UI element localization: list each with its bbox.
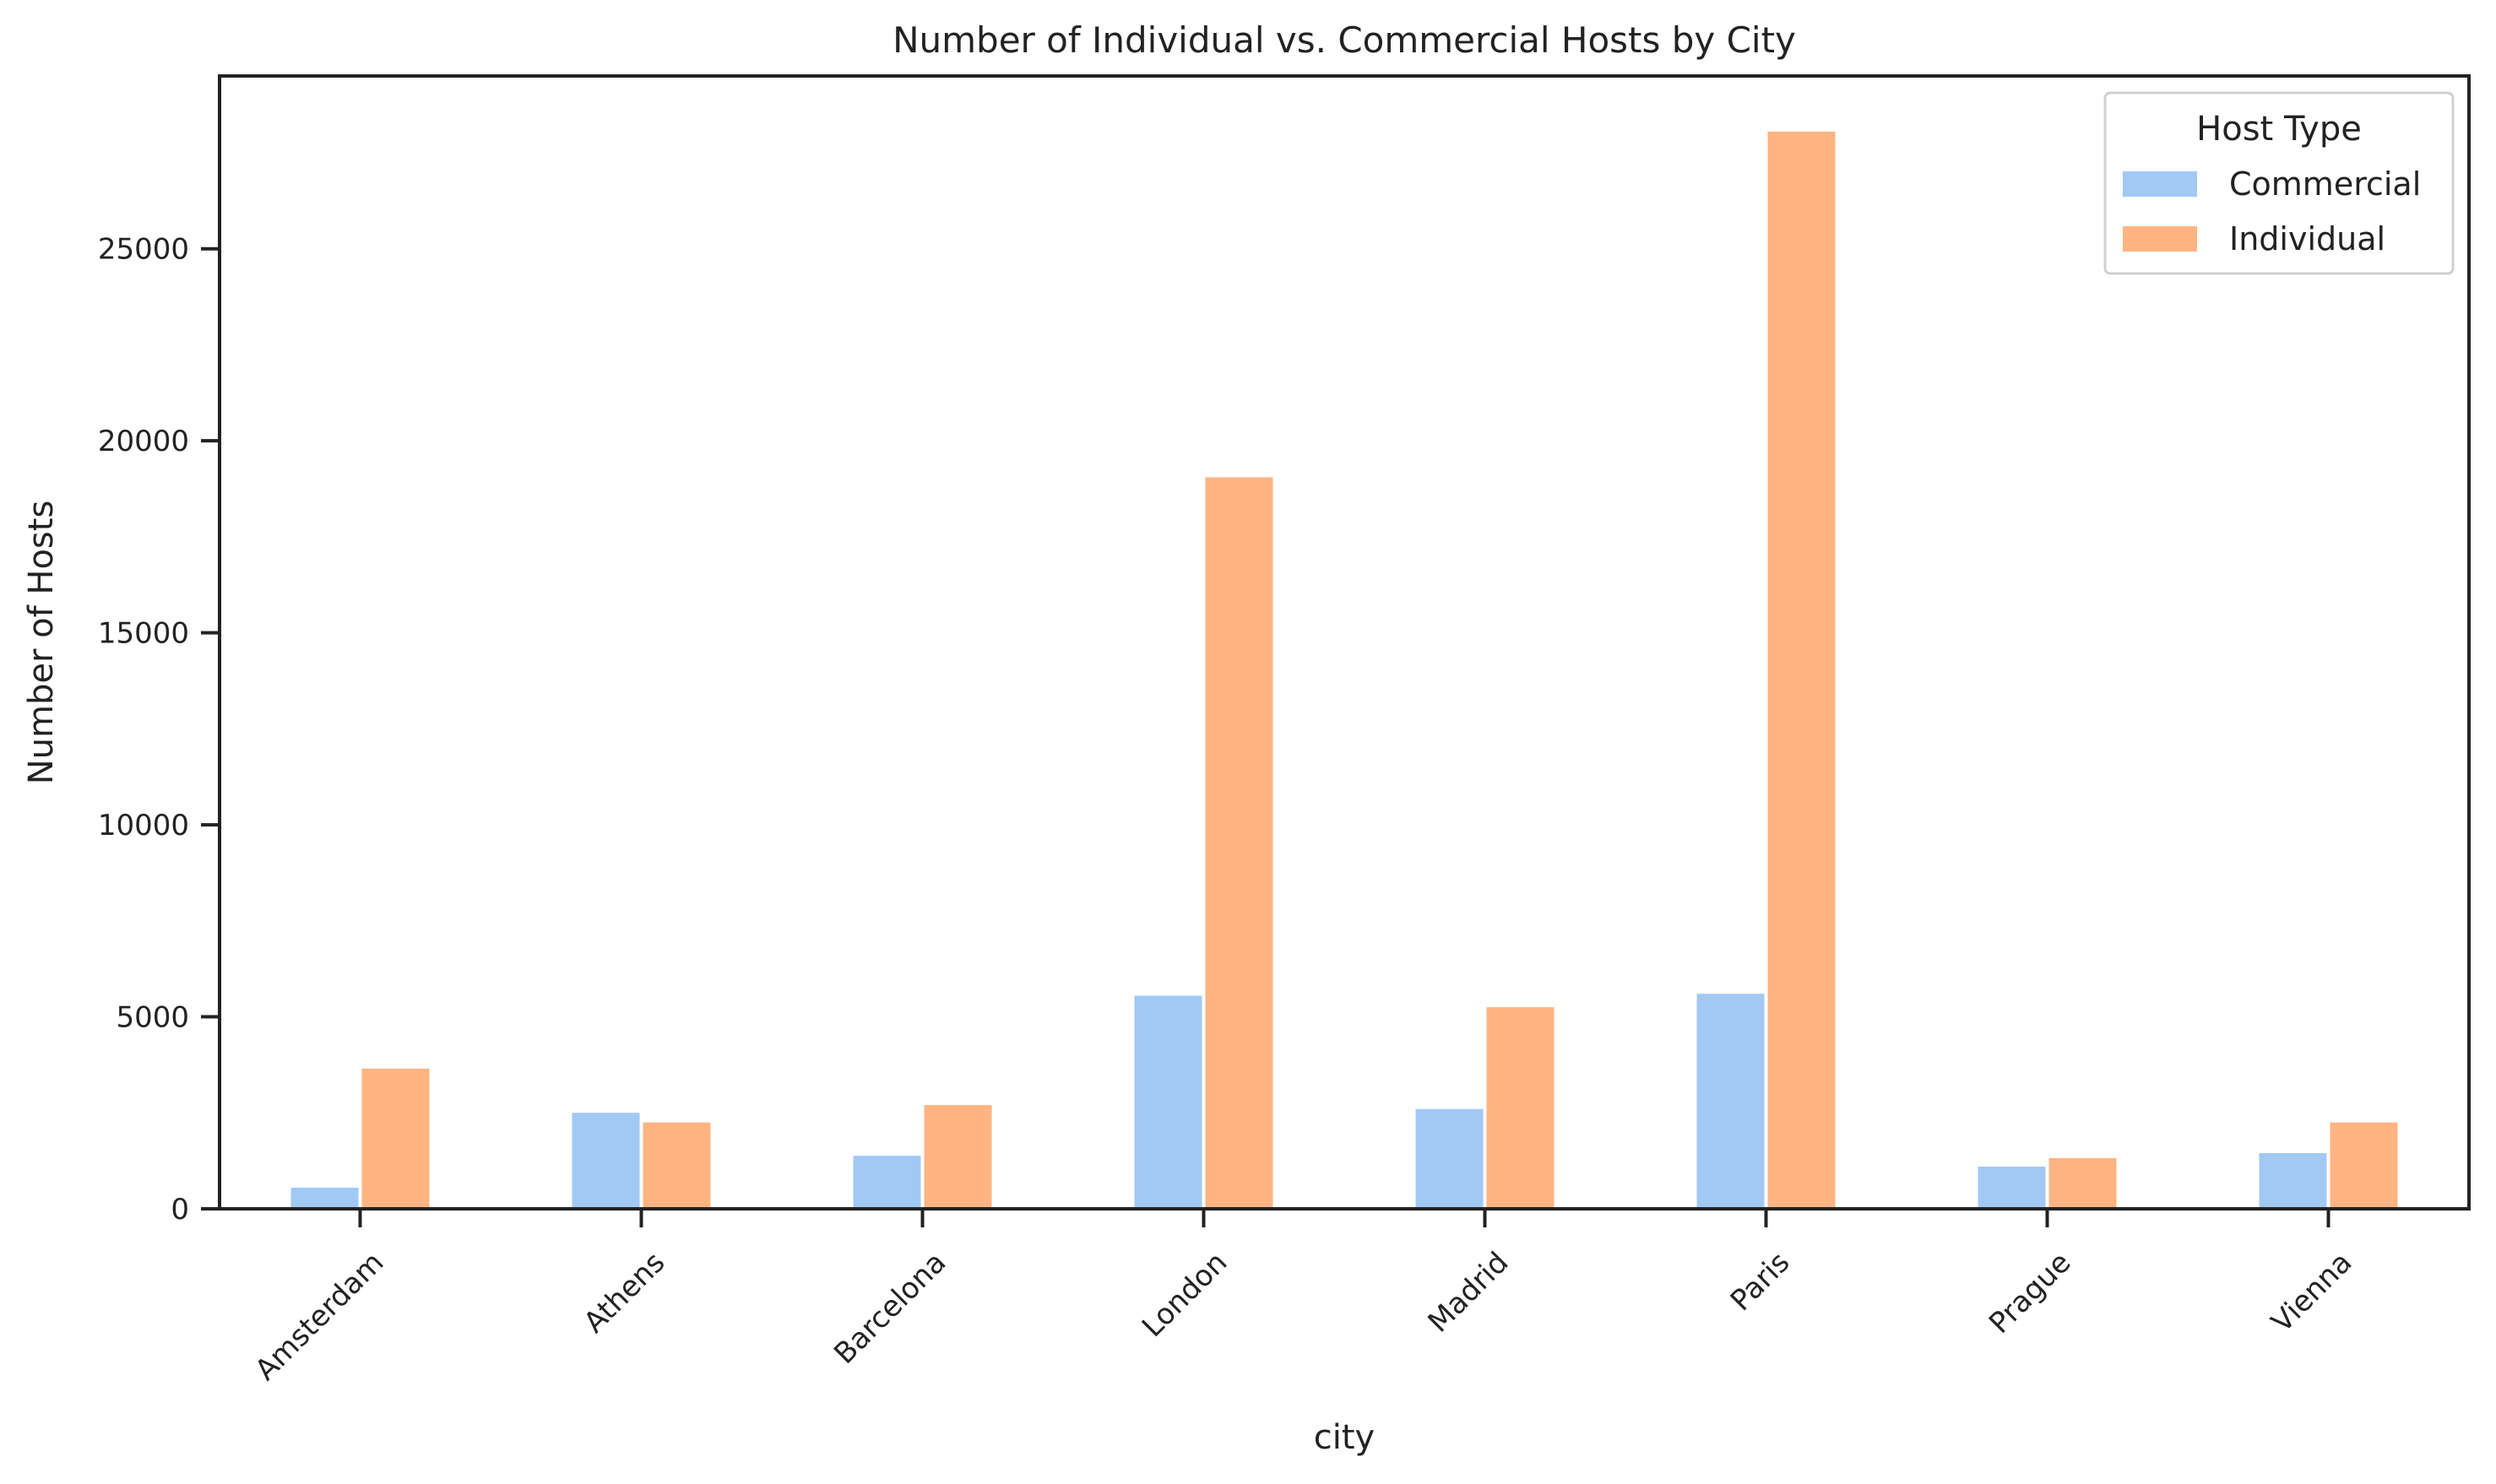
- bar-individual-prague: [2048, 1157, 2117, 1209]
- legend-label-commercial: Commercial: [2229, 165, 2421, 203]
- bar-commercial-prague: [1978, 1166, 2046, 1209]
- y-axis-title: Number of Hosts: [22, 501, 61, 785]
- legend: Host Type Commercial Individual: [2103, 91, 2455, 275]
- y-tick-label-20000: 20000: [98, 425, 189, 458]
- bar-individual-amsterdam: [361, 1068, 430, 1209]
- bar-commercial-amsterdam: [290, 1187, 359, 1209]
- bar-individual-athens: [643, 1122, 711, 1209]
- bar-individual-london: [1205, 477, 1273, 1209]
- y-tick-label-10000: 10000: [98, 809, 189, 842]
- legend-swatch-commercial: [2123, 171, 2197, 197]
- bar-commercial-paris: [1696, 994, 1765, 1209]
- y-tick-label-5000: 5000: [116, 1001, 189, 1035]
- legend-label-individual: Individual: [2229, 220, 2385, 257]
- bar-commercial-athens: [572, 1113, 640, 1209]
- bar-commercial-vienna: [2259, 1153, 2327, 1209]
- y-tick-label-25000: 25000: [98, 233, 189, 267]
- legend-swatch-individual: [2123, 226, 2197, 252]
- bars-group: [290, 131, 2398, 1210]
- bar-commercial-barcelona: [853, 1156, 921, 1209]
- bar-individual-vienna: [2330, 1122, 2398, 1209]
- plot-frame: [218, 74, 2471, 1210]
- x-axis-title: city: [1314, 1418, 1375, 1457]
- bar-individual-paris: [1767, 131, 1836, 1210]
- bar-individual-barcelona: [924, 1105, 992, 1209]
- y-tick-label-0: 0: [171, 1193, 189, 1227]
- y-axis: 0 5000 10000 15000 20000 25000: [98, 233, 220, 1227]
- y-tick-label-15000: 15000: [98, 617, 189, 651]
- bar-commercial-london: [1134, 995, 1202, 1209]
- bar-commercial-madrid: [1415, 1108, 1484, 1209]
- bar-individual-madrid: [1486, 1007, 1555, 1209]
- legend-title: Host Type: [2196, 110, 2362, 149]
- chart-title: Number of Individual vs. Commercial Host…: [893, 19, 1796, 61]
